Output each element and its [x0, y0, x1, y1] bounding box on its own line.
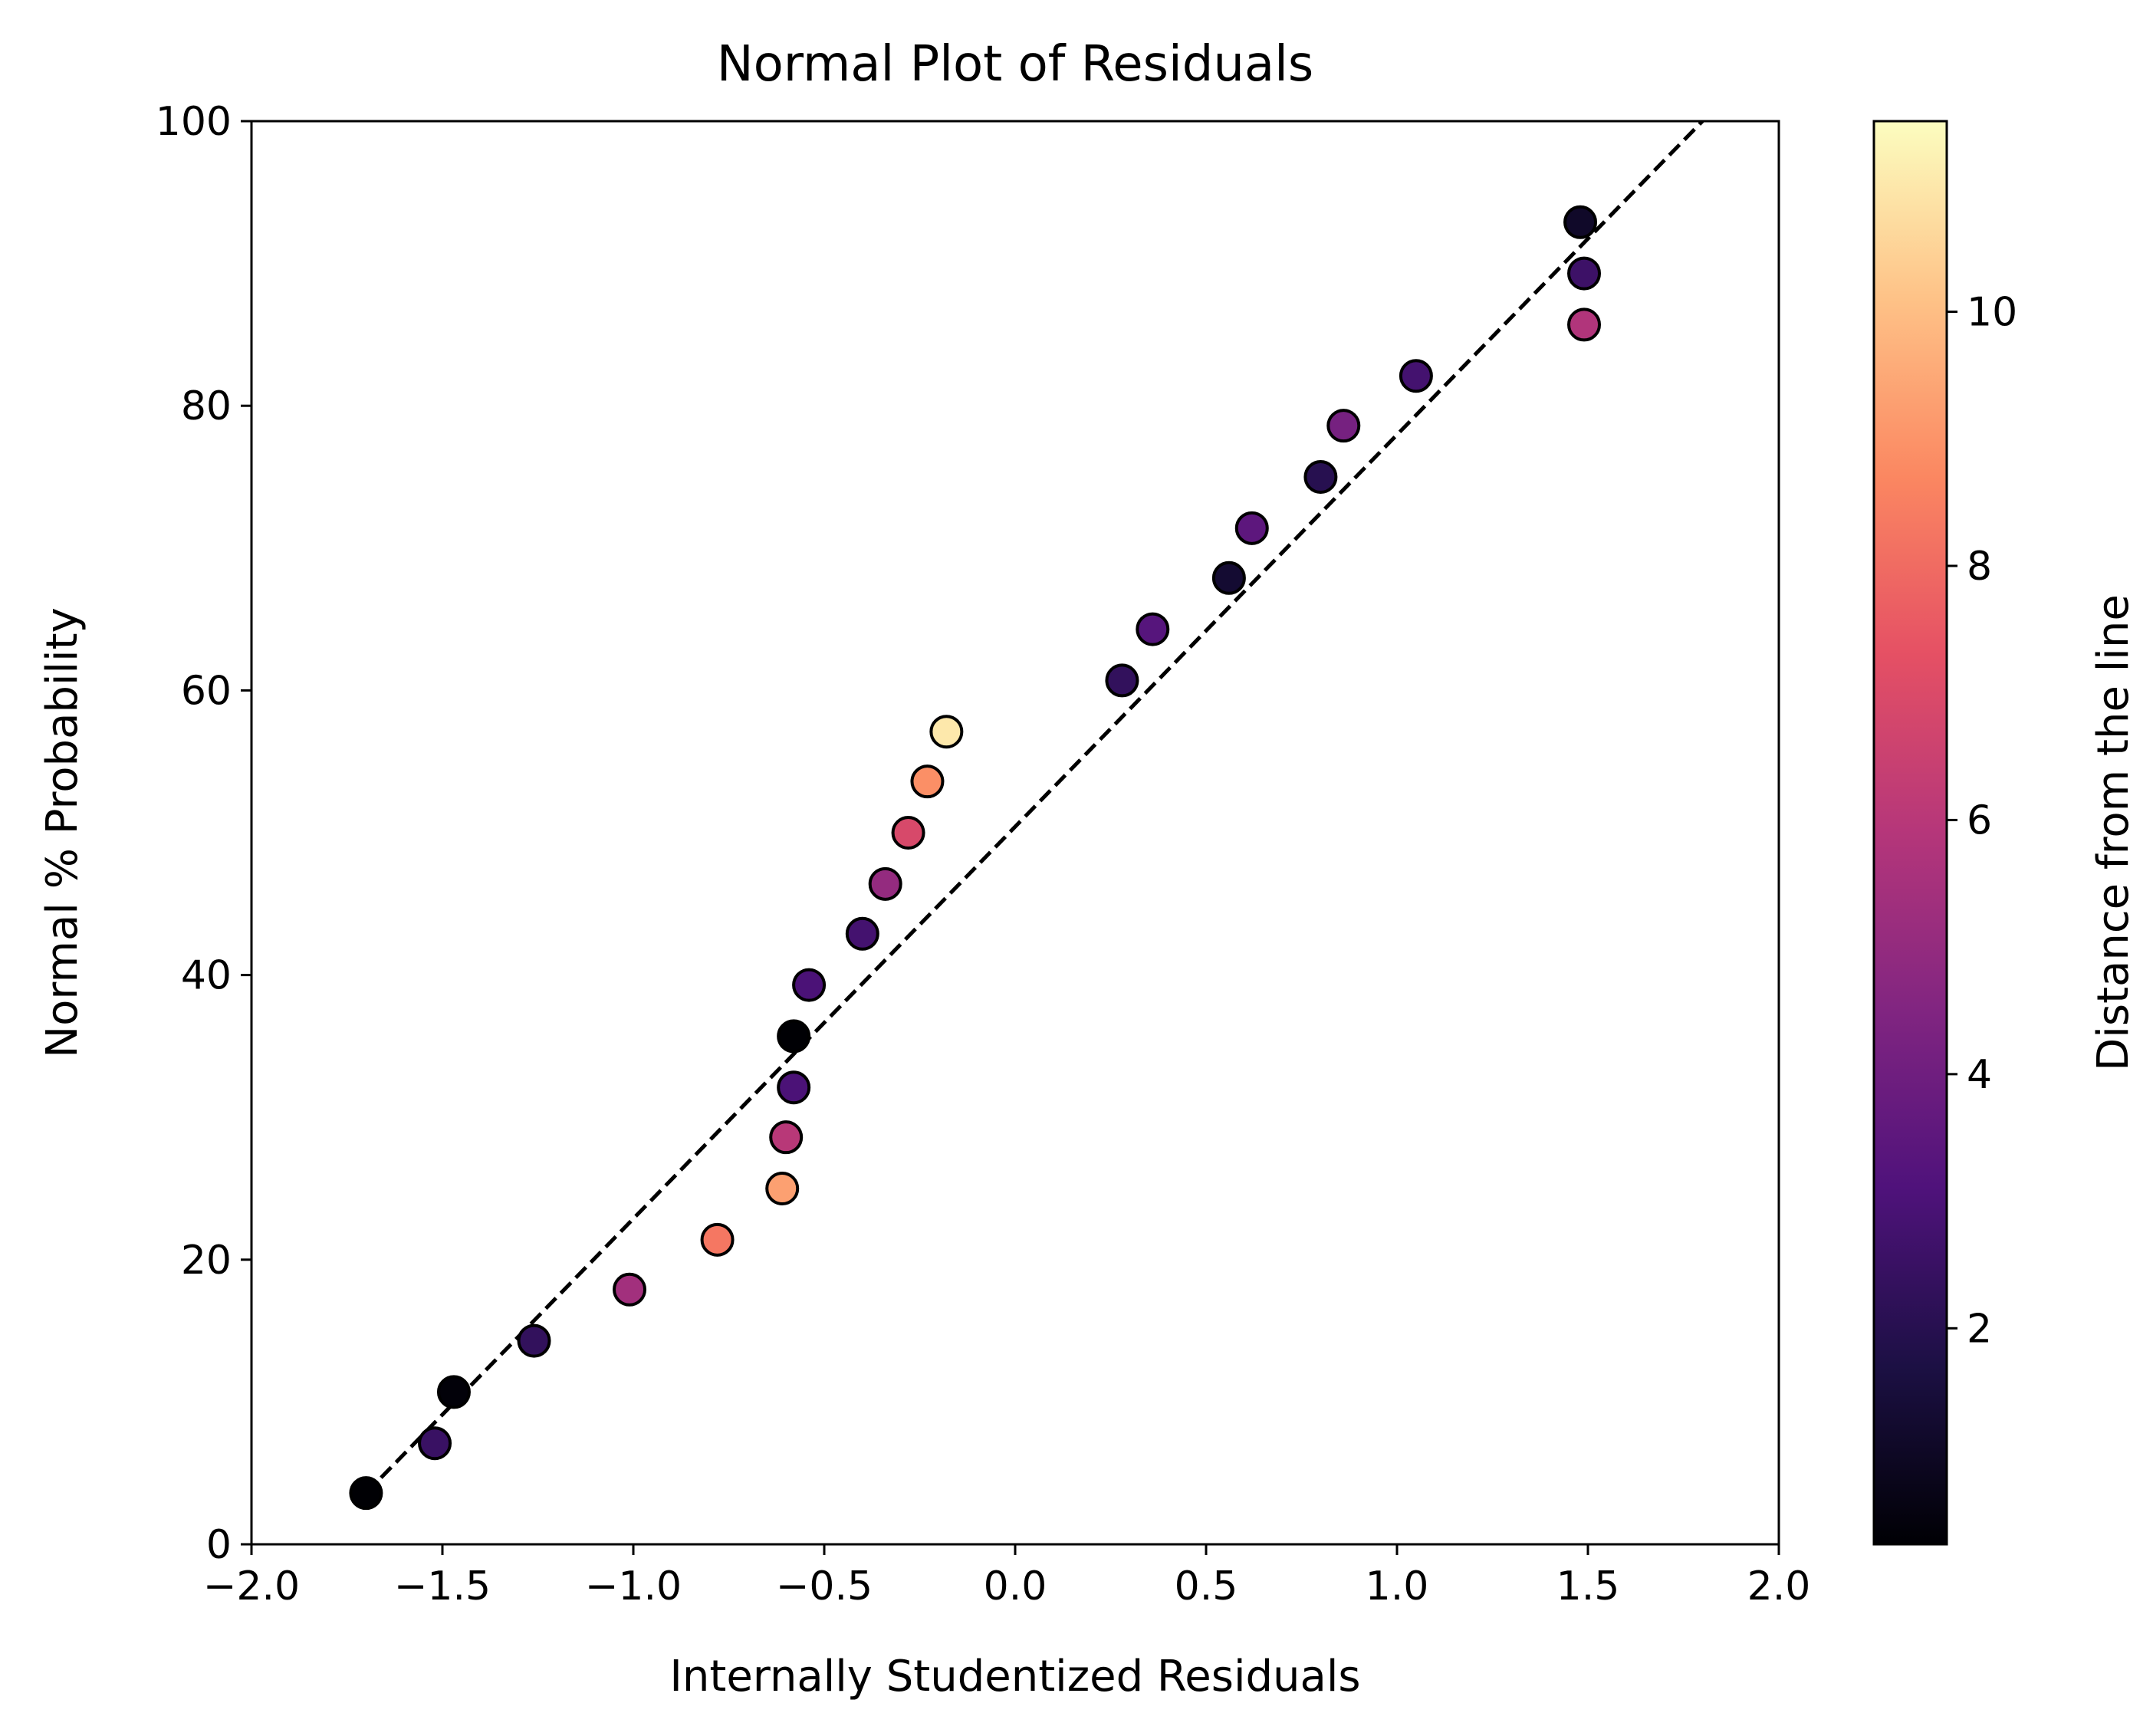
x-tick-label: 2.0 [1747, 1563, 1811, 1609]
colorbar-tick-label: 10 [1967, 290, 2017, 336]
data-point [777, 1019, 811, 1054]
x-tick-label: −1.5 [394, 1563, 491, 1609]
data-point [891, 816, 925, 850]
data-point [845, 916, 879, 951]
points-layer [349, 205, 1602, 1511]
chart-title: Normal Plot of Residuals [717, 36, 1314, 93]
data-point [1563, 205, 1598, 239]
y-tick-label: 80 [181, 383, 232, 429]
colorbar-tick-label: 6 [1967, 797, 1992, 843]
data-point [929, 715, 964, 749]
x-tick-label: 1.5 [1556, 1563, 1620, 1609]
data-point [613, 1272, 647, 1307]
data-point [1303, 460, 1338, 494]
reference-line [364, 121, 1704, 1494]
data-point [868, 866, 902, 901]
data-point [1234, 511, 1269, 545]
y-tick-label: 0 [206, 1522, 232, 1568]
x-tick-label: −1.0 [585, 1563, 682, 1609]
x-axis-label: Internally Studentized Residuals [669, 1652, 1360, 1701]
y-tick-label: 20 [181, 1238, 232, 1284]
colorbar-tick-label: 2 [1967, 1306, 1992, 1352]
data-point [1567, 256, 1602, 291]
x-tick-label: −0.5 [776, 1563, 873, 1609]
x-tick-label: 1.0 [1366, 1563, 1429, 1609]
y-axis-ticks: 0 20 40 60 80 100 [156, 99, 251, 1568]
colorbar-tick-label: 4 [1967, 1052, 1992, 1098]
data-point [1136, 612, 1170, 646]
y-tick-label: 60 [181, 668, 232, 714]
data-point [769, 1120, 804, 1155]
x-tick-label: 0.5 [1175, 1563, 1238, 1609]
data-point [436, 1375, 471, 1409]
plot-area [251, 121, 1779, 1544]
data-point [349, 1476, 383, 1511]
x-axis-ticks: −2.0 −1.5 −1.0 −0.5 0.0 0.5 1.0 1.5 2.0 [203, 1544, 1810, 1609]
data-point [1399, 359, 1433, 393]
x-tick-label: 0.0 [984, 1563, 1047, 1609]
data-point [517, 1323, 551, 1358]
y-tick-label: 40 [181, 953, 232, 999]
data-point [765, 1172, 800, 1205]
reference-line-layer [364, 121, 1704, 1494]
data-point [418, 1426, 452, 1461]
colorbar [1872, 120, 1948, 1546]
data-point [1567, 307, 1602, 342]
y-axis-label: Normal % Probability [38, 607, 87, 1057]
y-tick-label: 100 [156, 99, 232, 145]
data-point [910, 764, 945, 799]
data-point [1105, 663, 1139, 698]
x-tick-label: −2.0 [203, 1563, 300, 1609]
data-point [777, 1070, 811, 1105]
colorbar-tick-label: 8 [1967, 544, 1992, 590]
data-point [700, 1222, 735, 1257]
data-point [1211, 561, 1246, 595]
data-point [792, 968, 827, 1002]
colorbar-ticks: 2 4 6 8 10 [1947, 290, 2017, 1352]
colorbar-label: Distance from the line [2089, 594, 2138, 1071]
data-point [1326, 409, 1361, 443]
